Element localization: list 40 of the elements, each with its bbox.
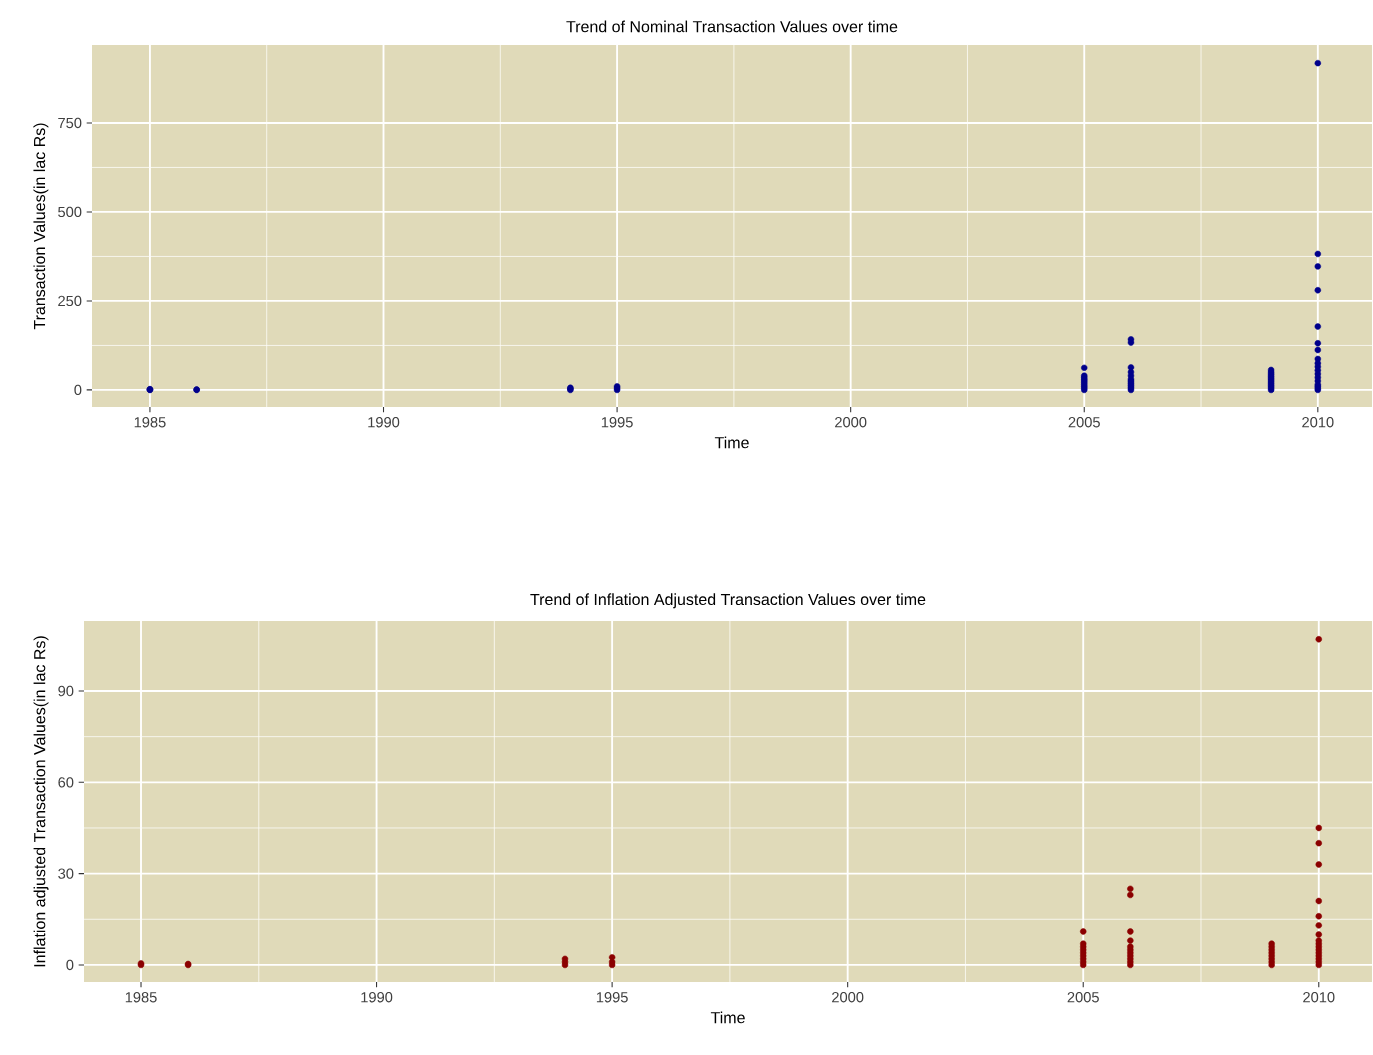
- x-tick-label: 1995: [596, 992, 628, 1003]
- x-tick-label: 1990: [361, 992, 393, 1003]
- y-tick-label: 750: [58, 117, 82, 129]
- x-tick-label: 2010: [1302, 417, 1334, 428]
- y-tick-label: 90: [58, 685, 74, 697]
- y-tick-label: 250: [58, 295, 82, 307]
- point: [1315, 931, 1322, 938]
- y-tick-label: 500: [58, 206, 82, 218]
- point: [1315, 636, 1322, 643]
- x-tick-label: 2010: [1303, 992, 1335, 1003]
- y-tick-label: 0: [66, 959, 74, 971]
- y-axis-title: Transaction Values(in lac Rs): [33, 123, 49, 330]
- x-tick-label: 2005: [1068, 417, 1100, 428]
- chart-title: Trend of Inflation Adjusted Transaction Values over time: [530, 593, 926, 609]
- x-tick-label: 1985: [125, 992, 157, 1003]
- chart-title: Trend of Nominal Transaction Values over time: [566, 20, 898, 33]
- point: [1315, 861, 1322, 868]
- x-tick-label: 1990: [368, 417, 400, 428]
- y-axis-title: Inflation adjusted Transaction Values(in lac Rs): [33, 636, 49, 967]
- point: [1127, 928, 1134, 935]
- y-tick-label: 30: [58, 868, 74, 879]
- x-tick-label: 1995: [601, 417, 633, 428]
- x-tick-label: 1985: [134, 417, 166, 428]
- y-tick-label: 0: [74, 384, 82, 396]
- x-axis-title: Time: [710, 1011, 745, 1024]
- point: [1315, 897, 1322, 905]
- x-axis-title: Time: [714, 436, 749, 449]
- point: [1315, 839, 1322, 847]
- point: [1127, 891, 1134, 899]
- x-tick-label: 2000: [832, 992, 864, 1003]
- x-tick-label: 2005: [1067, 992, 1099, 1003]
- point: [1127, 937, 1134, 944]
- point: [1315, 824, 1322, 832]
- point: [1315, 913, 1322, 920]
- point: [1127, 885, 1134, 893]
- x-tick-label: 2000: [835, 417, 867, 428]
- y-tick-label: 60: [58, 777, 74, 788]
- point: [608, 954, 616, 961]
- point: [1080, 928, 1087, 935]
- point: [1315, 922, 1322, 929]
